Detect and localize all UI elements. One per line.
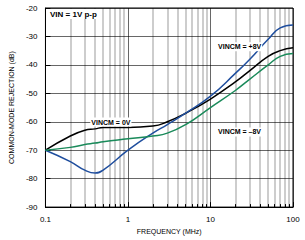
svg-text:100: 100 [286, 215, 300, 224]
svg-text:-30: -30 [26, 32, 38, 41]
svg-text:FREQUENCY (MHz): FREQUENCY (MHz) [137, 228, 202, 236]
svg-text:-40: -40 [26, 60, 38, 69]
svg-text:VIN = 1V p-p: VIN = 1V p-p [50, 10, 97, 19]
svg-text:1: 1 [126, 215, 131, 224]
svg-text:-80: -80 [26, 174, 38, 183]
svg-text:COMMON-MODE REJECTION (dB): COMMON-MODE REJECTION (dB) [8, 51, 16, 164]
svg-text:VINCM = –8V: VINCM = –8V [218, 128, 261, 135]
svg-text:VINCM = 0V: VINCM = 0V [91, 119, 130, 126]
svg-text:-70: -70 [26, 146, 38, 155]
svg-text:-60: -60 [26, 117, 38, 126]
svg-text:-50: -50 [26, 89, 38, 98]
svg-text:VINCM = +8V: VINCM = +8V [218, 43, 262, 50]
svg-text:10: 10 [206, 215, 215, 224]
svg-text:0.1: 0.1 [40, 215, 52, 224]
svg-text:-90: -90 [26, 203, 38, 212]
svg-text:-20: -20 [26, 4, 38, 13]
